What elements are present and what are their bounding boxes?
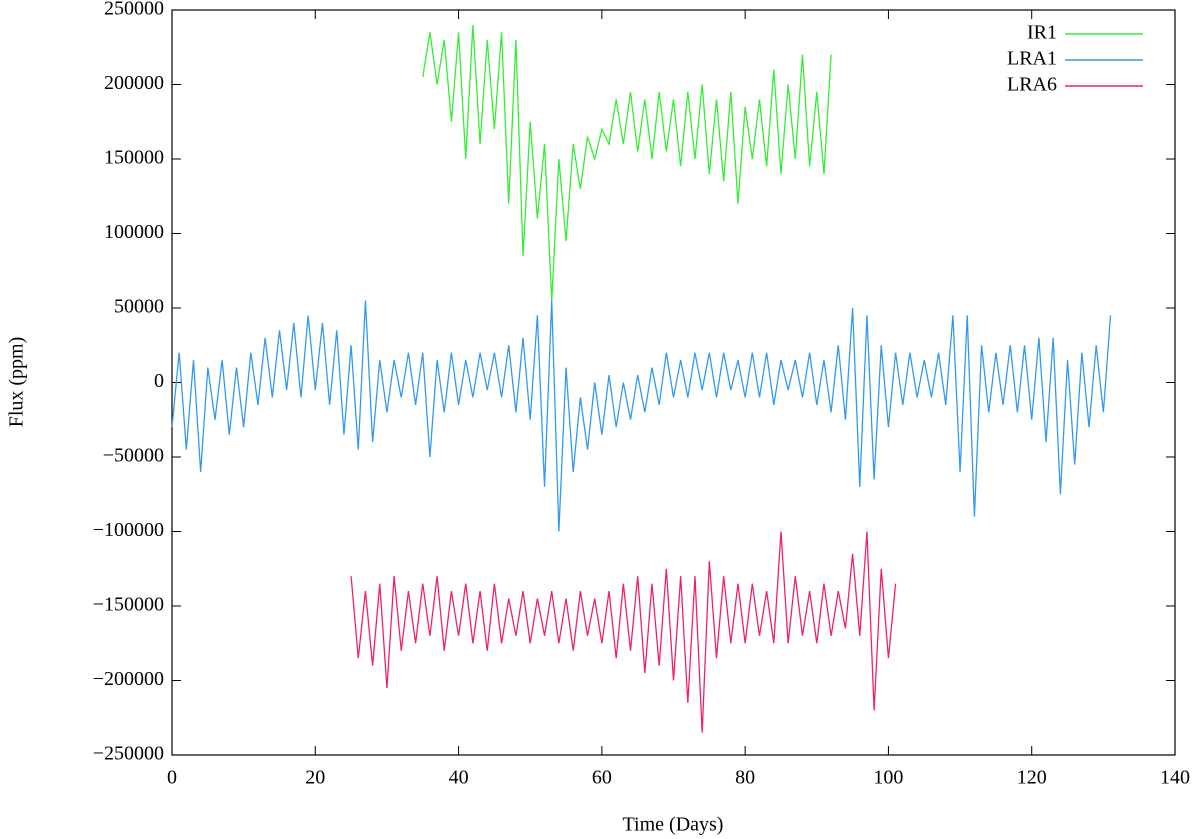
y-tick-label: 50000 (114, 296, 164, 318)
series-line (171, 300, 1112, 532)
y-tick-label: −100000 (93, 519, 164, 541)
y-tick-label: −150000 (93, 594, 164, 616)
y-axis-label: Flux (ppm) (6, 337, 28, 428)
x-tick-label: 0 (167, 767, 177, 789)
plot-frame (171, 9, 1176, 756)
x-tick-label: 100 (873, 767, 903, 789)
series-line (350, 531, 897, 733)
x-tick-label: 60 (592, 767, 612, 789)
x-tick-label: 80 (735, 767, 755, 789)
x-tick-label: 140 (1160, 767, 1190, 789)
x-tick-label: 120 (1017, 767, 1047, 789)
y-tick-label: 0 (154, 370, 164, 392)
y-tick-label: −50000 (103, 445, 164, 467)
y-tick-label: 150000 (104, 147, 164, 169)
x-tick-label: 20 (305, 767, 325, 789)
y-tick-label: −200000 (93, 668, 164, 690)
y-tick-label: 100000 (104, 221, 164, 243)
x-axis-label: Time (Days) (623, 814, 724, 836)
legend-label: LRA6 (1007, 74, 1057, 96)
series-line (422, 24, 832, 301)
y-tick-label: −250000 (93, 743, 164, 765)
x-tick-label: 40 (449, 767, 469, 789)
legend-label: IR1 (1027, 22, 1057, 44)
y-tick-label: 250000 (104, 0, 164, 20)
y-tick-label: 200000 (104, 72, 164, 94)
legend-label: LRA1 (1007, 48, 1057, 70)
